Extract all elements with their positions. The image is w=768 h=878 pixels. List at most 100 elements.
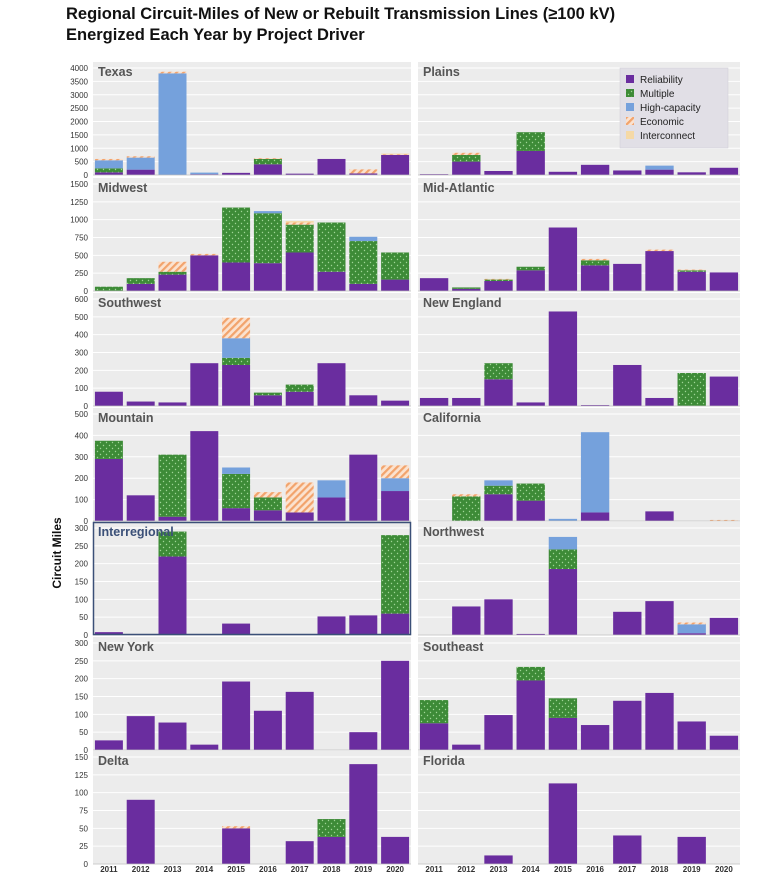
bar-plains-2015-reliability xyxy=(548,171,578,175)
bar-southwest-2017-reliability xyxy=(285,391,314,406)
bar-midwest-2020-reliability xyxy=(381,279,410,291)
bar-mountain-2013-multiple xyxy=(158,454,187,517)
bar-california-2015-high-capacity xyxy=(548,518,578,521)
y-tick-label-1-1: 250 xyxy=(75,269,89,278)
bar-florida-2017-reliability xyxy=(613,835,642,864)
x-tick-label-right-2018: 2018 xyxy=(651,865,669,874)
bar-texas-2011-high-capacity xyxy=(94,160,123,169)
bar-texas-2019-reliability xyxy=(349,173,378,175)
y-tick-label-2-1: 100 xyxy=(75,384,89,393)
bar-northwest-2013-reliability xyxy=(484,599,513,635)
bar-mid-atlantic-2014-multiple xyxy=(516,266,545,271)
bar-texas-2013-high-capacity xyxy=(158,73,187,175)
y-tick-label-0-5: 2500 xyxy=(70,104,88,113)
y-tick-label-0-2: 1000 xyxy=(70,144,88,153)
bar-northwest-2020-reliability xyxy=(709,617,739,635)
bar-plains-2012-reliability xyxy=(452,161,481,175)
y-tick-label-4-2: 100 xyxy=(75,595,89,604)
bar-california-2016-reliability xyxy=(580,512,610,521)
bar-southeast-2020-reliability xyxy=(709,735,739,750)
bar-northwest-2017-reliability xyxy=(613,611,642,635)
bar-southeast-2015-multiple xyxy=(548,698,578,718)
y-tick-label-1-0: 0 xyxy=(84,287,89,296)
bar-florida-2013-reliability xyxy=(484,855,513,864)
y-tick-label-3-2: 200 xyxy=(75,474,89,483)
y-tick-label-0-0: 0 xyxy=(84,171,89,180)
bar-mountain-2015-reliability xyxy=(222,508,251,521)
bar-new-england-2016-reliability xyxy=(580,405,610,406)
y-tick-label-3-0: 0 xyxy=(84,517,89,526)
chart-title: Regional Circuit-Miles of New or Rebuilt… xyxy=(66,4,615,46)
bar-mid-atlantic-2016-economic xyxy=(580,258,610,261)
bar-california-2020-economic xyxy=(709,519,739,521)
y-tick-label-1-4: 1000 xyxy=(70,216,88,225)
bar-california-2016-high-capacity xyxy=(580,432,610,513)
bar-northwest-2019-high-capacity xyxy=(677,624,706,634)
y-tick-label-5-2: 100 xyxy=(75,710,89,719)
bar-interregional-2011-reliability xyxy=(94,632,123,635)
bar-northwest-2012-reliability xyxy=(452,606,481,635)
legend-label-multiple: Multiple xyxy=(640,89,675,100)
bar-new-york-2016-reliability xyxy=(253,710,282,750)
bar-delta-2018-reliability xyxy=(317,836,346,864)
x-tick-label-left-2015: 2015 xyxy=(227,865,245,874)
bar-plains-2012-economic xyxy=(452,152,481,155)
bar-plains-2017-reliability xyxy=(613,170,642,175)
bar-southwest-2014-reliability xyxy=(190,363,219,406)
bar-interregional-2019-reliability xyxy=(349,615,378,635)
bar-midwest-2013-multiple xyxy=(158,271,187,275)
bar-mountain-2017-economic xyxy=(285,482,314,513)
bar-mid-atlantic-2014-reliability xyxy=(516,270,545,291)
y-tick-label-2-3: 300 xyxy=(75,349,89,358)
bar-midwest-2012-multiple xyxy=(126,278,155,284)
y-tick-label-0-8: 4000 xyxy=(70,64,88,73)
bar-new-england-2013-multiple xyxy=(484,363,513,380)
bar-plains-2013-reliability xyxy=(484,170,513,175)
bar-california-2013-multiple xyxy=(484,485,513,495)
x-tick-label-right-2020: 2020 xyxy=(715,865,733,874)
y-tick-label-5-6: 300 xyxy=(75,639,89,648)
y-tick-label-2-5: 500 xyxy=(75,313,89,322)
bar-midwest-2020-multiple xyxy=(381,252,410,280)
bar-texas-2016-multiple xyxy=(253,158,282,165)
bar-mid-atlantic-2020-reliability xyxy=(709,272,739,291)
bar-midwest-2013-reliability xyxy=(158,274,187,291)
bar-mid-atlantic-2016-reliability xyxy=(580,265,610,291)
y-tick-label-3-4: 400 xyxy=(75,431,89,440)
y-tick-label-0-1: 500 xyxy=(75,158,89,167)
bar-mid-atlantic-2011-reliability xyxy=(419,278,449,291)
legend-swatch-high-capacity xyxy=(626,103,634,111)
legend-label-reliability: Reliability xyxy=(640,75,683,86)
bar-northwest-2019-reliability xyxy=(677,633,706,635)
bar-northwest-2015-high-capacity xyxy=(548,536,578,550)
y-tick-label-0-7: 3500 xyxy=(70,77,88,86)
panel-label-florida: Florida xyxy=(423,754,466,768)
bar-mountain-2014-reliability xyxy=(190,431,219,521)
bar-delta-2017-reliability xyxy=(285,841,314,864)
bar-midwest-2016-reliability xyxy=(253,263,282,291)
bar-plains-2014-multiple xyxy=(516,132,545,151)
bar-mid-atlantic-2019-economic xyxy=(677,269,706,271)
bar-new-york-2015-reliability xyxy=(222,681,251,750)
bar-texas-2012-economic xyxy=(126,156,155,158)
bar-midwest-2016-multiple xyxy=(253,213,282,264)
y-tick-label-5-5: 250 xyxy=(75,657,89,666)
bar-midwest-2014-economic xyxy=(190,253,219,256)
y-tick-label-3-5: 500 xyxy=(75,410,89,419)
bar-delta-2015-reliability xyxy=(222,828,251,864)
legend-box xyxy=(619,67,729,149)
bar-delta-2020-reliability xyxy=(381,836,410,864)
y-tick-label-5-1: 50 xyxy=(79,728,88,737)
bar-delta-2018-multiple xyxy=(317,819,346,837)
bar-mid-atlantic-2018-economic xyxy=(645,249,674,252)
bar-texas-2015-reliability xyxy=(222,172,251,175)
bar-new-york-2011-reliability xyxy=(94,740,123,750)
bar-northwest-2018-reliability xyxy=(645,601,674,635)
y-tick-label-3-1: 100 xyxy=(75,496,89,505)
bar-mid-atlantic-2013-economic xyxy=(484,278,513,280)
legend-label-economic: Economic xyxy=(640,117,684,128)
bar-midwest-2019-reliability xyxy=(349,283,378,291)
bar-interregional-2020-reliability xyxy=(381,613,410,635)
bar-southwest-2015-economic xyxy=(222,317,251,339)
